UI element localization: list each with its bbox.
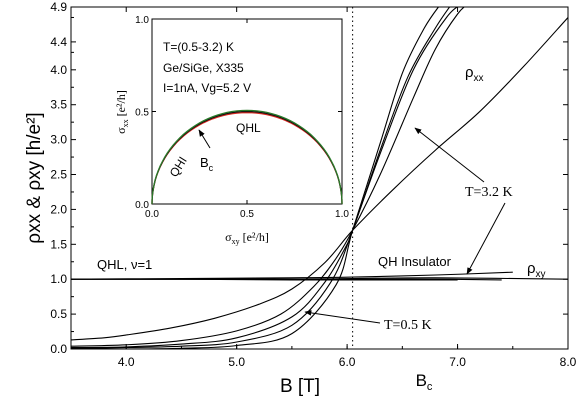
inset-annotation-line-2: Ge/SiGe, X335 <box>163 61 244 75</box>
inset-annotation-line-1: T=(0.5-3.2) K <box>163 40 234 54</box>
inset-y-axis-label: σxx [e²/h] <box>114 90 130 134</box>
y-tick-label: 4.9 <box>50 0 67 14</box>
inset-y-tick-label: 0.5 <box>135 108 149 119</box>
qhl-label: QHL, ν=1 <box>97 257 152 272</box>
y-tick-label: 0.5 <box>50 307 67 321</box>
rho-xy-curve-9 <box>71 278 458 281</box>
inset-x-tick-label: 0.5 <box>240 209 254 220</box>
inset-x-axis-label: σxy [e²/h] <box>225 230 269 246</box>
bc-axis-label: Bc <box>416 371 433 393</box>
inset-annotation-line-3: I=1nA, Vg=5.2 V <box>163 81 251 95</box>
rho-xx-label: ρxx <box>465 64 484 84</box>
inset-semicircle-curve-3 <box>151 109 343 205</box>
rho-xy-label: ρxy <box>527 260 546 280</box>
y-tick-label: 2.0 <box>50 202 67 216</box>
main-plot-frame <box>70 6 569 350</box>
t-low-label: T=0.5 K <box>384 318 432 333</box>
qh-insulator-label: QH Insulator <box>378 254 452 269</box>
inset-curves <box>151 109 343 205</box>
inset-x-tick-label: 0.0 <box>145 209 159 220</box>
x-tick-label: 8.0 <box>560 355 577 369</box>
inset: 0.0 0.5 1.0 0.0 0.5 1.0 T=(0.5-3.2) K Ge/SiGe… <box>114 15 349 246</box>
y-tick-label: 4.0 <box>50 63 67 77</box>
y-axis-label: ρxx & ρxy [h/e²] <box>24 112 45 243</box>
y-tick-label: 3.5 <box>50 98 67 112</box>
t-high-label: T=3.2 K <box>465 185 513 200</box>
y-tick-label: 4.4 <box>50 35 67 49</box>
x-tick-label: 4.0 <box>118 355 135 369</box>
y-tick-label: 3.0 <box>50 133 67 147</box>
arrow-t-low <box>304 310 381 324</box>
inset-y-tick-label: 1.0 <box>135 15 149 26</box>
rho-xx-curve-5 <box>71 7 440 349</box>
y-tick-label: 2.5 <box>50 168 67 182</box>
inset-y-tick-label: 0.0 <box>135 200 149 211</box>
x-tick-label: 5.0 <box>228 355 245 369</box>
x-axis-label: B [T] <box>280 376 320 397</box>
inset-x-tick-label: 1.0 <box>335 209 349 220</box>
arrow-t-high-to-xy <box>466 202 506 275</box>
y-tick-label: 1.0 <box>50 272 67 286</box>
inset-bc-arrow <box>198 129 211 149</box>
x-tick-label: 6.0 <box>339 355 356 369</box>
main-curves <box>71 7 568 349</box>
rho-xx-curve-2 <box>71 7 465 347</box>
y-tick-label: 1.5 <box>50 237 67 251</box>
x-tick-label: 7.0 <box>449 355 466 369</box>
y-tick-label: 0.0 <box>50 342 67 356</box>
inset-qhl-label: QHL <box>236 121 261 135</box>
main-axis-ticks: 4.0 5.0 6.0 7.0 8.0 0.0 0.5 1.0 1.5 2.0 2.5 3.0 3.5 4… <box>50 0 576 369</box>
arrow-t-high-to-xx <box>414 127 485 183</box>
rho-xx-curve-1 <box>71 17 568 341</box>
rho-xx-curve-3 <box>71 7 459 349</box>
